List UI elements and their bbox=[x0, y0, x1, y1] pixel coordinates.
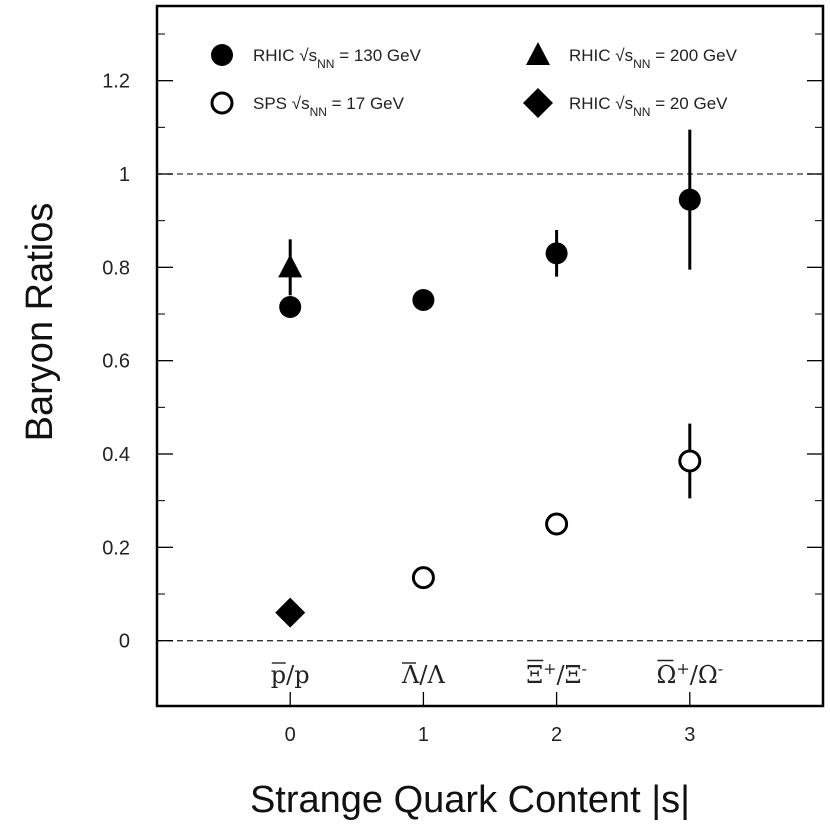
y-axis-title: Baryon Ratios bbox=[19, 203, 61, 442]
category-sup2: - bbox=[718, 659, 723, 678]
category-base: Ξ bbox=[526, 661, 543, 689]
legend-sqrt: √ bbox=[615, 46, 625, 65]
legend-sqrt: √ bbox=[615, 94, 625, 113]
x-tick-label: 0 bbox=[285, 724, 296, 746]
category-base2: Λ bbox=[426, 661, 445, 689]
x-tick-label: 3 bbox=[684, 724, 695, 746]
legend-item: RHIC √sNN = 130 GeV bbox=[211, 44, 422, 71]
legend-sqrt: √ bbox=[299, 46, 309, 65]
data-point bbox=[411, 566, 435, 590]
category-base: Ω bbox=[656, 661, 676, 689]
y-tick-label: 1.2 bbox=[102, 71, 130, 93]
legend-s: s bbox=[625, 94, 634, 113]
series-group bbox=[275, 597, 306, 628]
legend: RHIC √sNN = 130 GeV RHIC √sNN = 200 GeVSP… bbox=[210, 42, 738, 119]
data-point bbox=[545, 512, 569, 536]
legend-label: RHIC √sNN = 20 GeV bbox=[569, 94, 728, 119]
data-point bbox=[279, 296, 302, 318]
legend-nn: NN bbox=[633, 57, 650, 71]
x-tick-label: 1 bbox=[418, 724, 429, 746]
category-label-text: Ξ+/Ξ- bbox=[526, 659, 587, 690]
category-labels: p/p Λ/Λ Ξ+/Ξ- Ω+/Ω- bbox=[271, 659, 723, 690]
category-label: Λ/Λ bbox=[401, 661, 445, 689]
category-sep: / bbox=[286, 661, 295, 689]
legend-nn: NN bbox=[317, 57, 334, 71]
category-base2: Ξ bbox=[565, 661, 582, 689]
legend-energy: = 17 GeV bbox=[327, 94, 405, 113]
legend-prefix: RHIC bbox=[569, 94, 615, 113]
legend-energy: = 200 GeV bbox=[650, 46, 737, 65]
legend-marker bbox=[210, 91, 234, 115]
category-sup: + bbox=[676, 659, 689, 678]
legend-nn: NN bbox=[633, 105, 650, 119]
legend-s: s bbox=[309, 46, 318, 65]
legend-marker bbox=[211, 44, 233, 66]
data-point bbox=[545, 242, 568, 265]
legend-marker bbox=[523, 88, 553, 118]
reference-lines bbox=[157, 173, 823, 642]
legend-marker bbox=[526, 42, 550, 65]
legend-label: RHIC √sNN = 130 GeV bbox=[253, 46, 422, 71]
legend-energy: = 20 GeV bbox=[650, 94, 728, 113]
category-sep: / bbox=[419, 661, 428, 689]
x-axis-title: Strange Quark Content |s| bbox=[250, 779, 690, 821]
legend-item: RHIC √sNN = 200 GeV bbox=[526, 42, 738, 71]
legend-s: s bbox=[301, 94, 310, 113]
series-group bbox=[411, 423, 702, 590]
legend-nn: NN bbox=[310, 105, 327, 119]
y-tick-label: 1 bbox=[119, 164, 130, 186]
y-axis: 0 0.2 0.4 0.6 0.8 1 1.2 bbox=[102, 33, 823, 653]
series-group bbox=[279, 129, 701, 318]
category-label: p/p bbox=[271, 661, 310, 689]
legend-item: RHIC √sNN = 20 GeV bbox=[523, 88, 728, 119]
category-base: Λ bbox=[401, 661, 420, 689]
category-base: p bbox=[271, 661, 286, 689]
category-sep: / bbox=[557, 661, 566, 689]
y-tick-label: 0.2 bbox=[102, 537, 130, 559]
category-label-text: Ω+/Ω- bbox=[656, 659, 723, 690]
category-sep: / bbox=[690, 661, 699, 689]
category-sup2: - bbox=[582, 659, 587, 678]
category-sup: + bbox=[543, 659, 556, 678]
legend-label: SPS √sNN = 17 GeV bbox=[253, 94, 405, 119]
category-label-text: p/p bbox=[271, 661, 310, 689]
data-point bbox=[678, 449, 702, 473]
category-base2: Ω bbox=[698, 661, 718, 689]
legend-prefix: RHIC bbox=[569, 46, 615, 65]
plot-frame bbox=[155, 4, 825, 708]
data-point bbox=[678, 188, 701, 211]
category-label: Ω+/Ω- bbox=[656, 659, 723, 690]
legend-sqrt: √ bbox=[292, 94, 302, 113]
y-tick-label: 0.6 bbox=[102, 351, 130, 373]
data-point bbox=[412, 289, 435, 311]
x-axis: 0 1 2 3 bbox=[285, 692, 695, 746]
category-label-text: Λ/Λ bbox=[401, 661, 445, 689]
data-markers bbox=[275, 129, 702, 628]
legend-prefix: RHIC bbox=[253, 46, 299, 65]
legend-label: RHIC √sNN = 200 GeV bbox=[569, 46, 738, 71]
x-tick-label: 2 bbox=[551, 724, 562, 746]
category-base2: p bbox=[294, 661, 309, 689]
y-tick-label: 0.4 bbox=[102, 444, 130, 466]
y-tick-label: 0.8 bbox=[102, 257, 130, 279]
legend-item: SPS √sNN = 17 GeV bbox=[210, 91, 405, 119]
legend-energy: = 130 GeV bbox=[334, 46, 421, 65]
legend-prefix: SPS bbox=[253, 94, 292, 113]
legend-s: s bbox=[625, 46, 634, 65]
data-point bbox=[278, 254, 303, 278]
series-group bbox=[278, 239, 303, 296]
data-point bbox=[275, 597, 306, 628]
category-label: Ξ+/Ξ- bbox=[526, 659, 587, 690]
y-tick-label: 0 bbox=[119, 631, 130, 653]
